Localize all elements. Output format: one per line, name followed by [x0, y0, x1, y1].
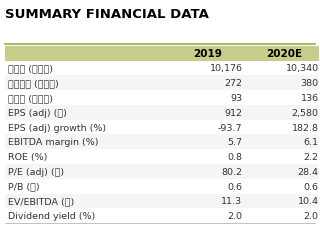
Text: 매웉액 (십억원): 매웉액 (십억원) — [8, 64, 53, 73]
Text: 2.2: 2.2 — [304, 153, 319, 161]
Text: 5.7: 5.7 — [228, 138, 243, 147]
Text: 0.8: 0.8 — [228, 153, 243, 161]
Text: 2019: 2019 — [193, 49, 222, 59]
Text: P/B (배): P/B (배) — [8, 182, 39, 191]
FancyBboxPatch shape — [4, 179, 320, 194]
Text: EBITDA margin (%): EBITDA margin (%) — [8, 138, 98, 147]
Text: EV/EBITDA (배): EV/EBITDA (배) — [8, 196, 74, 205]
Text: 2020E: 2020E — [266, 49, 302, 59]
Text: -93.7: -93.7 — [218, 123, 243, 132]
FancyBboxPatch shape — [4, 164, 320, 179]
Text: 380: 380 — [300, 79, 319, 88]
Text: 80.2: 80.2 — [221, 167, 243, 176]
Text: 2.0: 2.0 — [228, 211, 243, 220]
FancyBboxPatch shape — [4, 194, 320, 208]
Text: 136: 136 — [300, 94, 319, 103]
Text: 0.6: 0.6 — [228, 182, 243, 191]
Text: 28.4: 28.4 — [298, 167, 319, 176]
FancyBboxPatch shape — [4, 105, 320, 120]
Text: 912: 912 — [224, 108, 243, 117]
FancyBboxPatch shape — [4, 61, 320, 76]
FancyBboxPatch shape — [4, 208, 320, 223]
Text: 10.4: 10.4 — [298, 196, 319, 205]
FancyBboxPatch shape — [4, 135, 320, 150]
Text: 0.6: 0.6 — [304, 182, 319, 191]
Text: 272: 272 — [224, 79, 243, 88]
Text: 6.1: 6.1 — [304, 138, 319, 147]
Text: 93: 93 — [230, 94, 243, 103]
Text: EPS (adj) growth (%): EPS (adj) growth (%) — [8, 123, 106, 132]
Text: ROE (%): ROE (%) — [8, 153, 47, 161]
Text: 11.3: 11.3 — [221, 196, 243, 205]
Text: P/E (adj) (배): P/E (adj) (배) — [8, 167, 64, 176]
Text: EPS (adj) (원): EPS (adj) (원) — [8, 108, 67, 117]
Text: 2.0: 2.0 — [304, 211, 319, 220]
Text: 182.8: 182.8 — [292, 123, 319, 132]
FancyBboxPatch shape — [4, 120, 320, 135]
Text: 순이익 (십억원): 순이익 (십억원) — [8, 94, 53, 103]
FancyBboxPatch shape — [4, 91, 320, 105]
Text: 2,580: 2,580 — [292, 108, 319, 117]
FancyBboxPatch shape — [4, 47, 320, 61]
Text: 10,176: 10,176 — [210, 64, 243, 73]
Text: Dividend yield (%): Dividend yield (%) — [8, 211, 95, 220]
FancyBboxPatch shape — [4, 150, 320, 164]
Text: 10,340: 10,340 — [285, 64, 319, 73]
Text: SUMMARY FINANCIAL DATA: SUMMARY FINANCIAL DATA — [4, 8, 208, 21]
Text: 영업이익 (십억원): 영업이익 (십억원) — [8, 79, 59, 88]
FancyBboxPatch shape — [4, 76, 320, 91]
